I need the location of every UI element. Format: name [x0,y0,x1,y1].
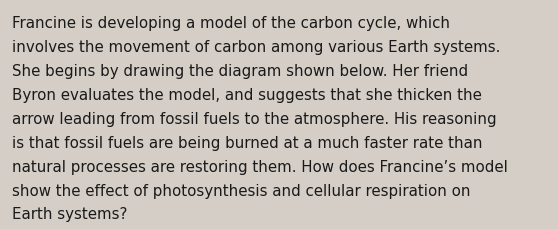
Text: Francine is developing a model of the carbon cycle, which: Francine is developing a model of the ca… [12,16,450,31]
Text: She begins by drawing the diagram shown below. Her friend: She begins by drawing the diagram shown … [12,64,468,79]
Text: natural processes are restoring them. How does Francine’s model: natural processes are restoring them. Ho… [12,159,508,174]
Text: Earth systems?: Earth systems? [12,207,128,221]
Text: arrow leading from fossil fuels to the atmosphere. His reasoning: arrow leading from fossil fuels to the a… [12,111,497,126]
Text: Byron evaluates the model, and suggests that she thicken the: Byron evaluates the model, and suggests … [12,87,482,102]
Text: show the effect of photosynthesis and cellular respiration on: show the effect of photosynthesis and ce… [12,183,471,198]
Text: is that fossil fuels are being burned at a much faster rate than: is that fossil fuels are being burned at… [12,135,483,150]
Text: involves the movement of carbon among various Earth systems.: involves the movement of carbon among va… [12,40,501,55]
